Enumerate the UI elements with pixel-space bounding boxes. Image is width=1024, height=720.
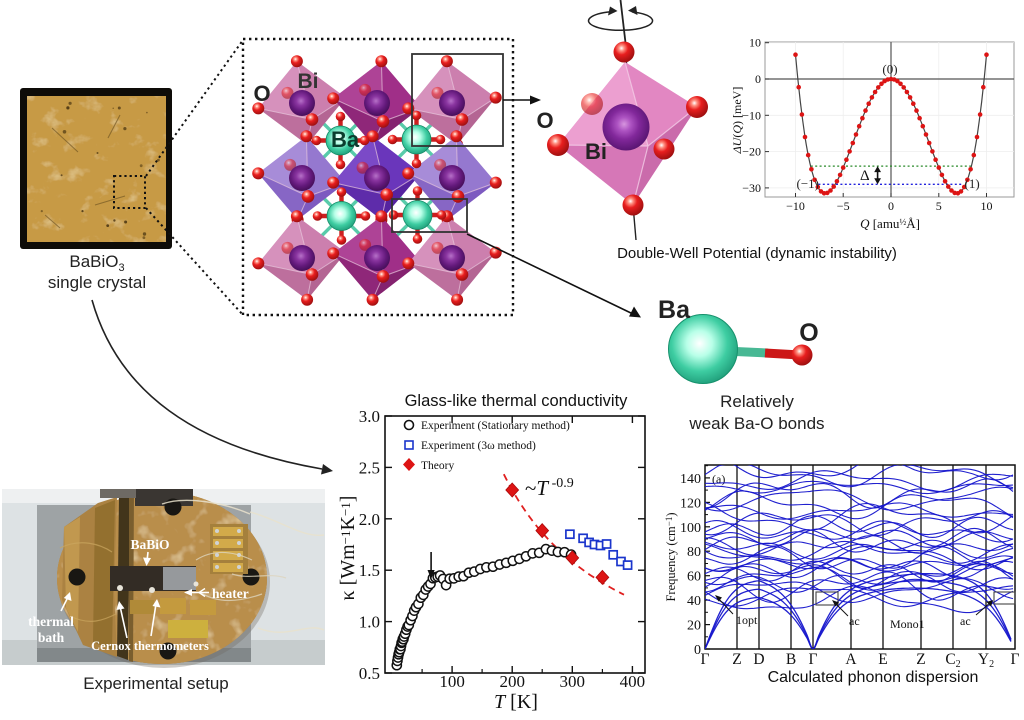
svg-text:Relatively: Relatively: [720, 392, 794, 411]
svg-text:Mono1: Mono1: [890, 617, 925, 631]
svg-text:140: 140: [680, 472, 701, 487]
svg-text:(0): (0): [882, 62, 897, 77]
svg-text:A: A: [845, 651, 857, 668]
svg-text:120: 120: [680, 496, 701, 511]
svg-text:60: 60: [687, 570, 701, 585]
svg-text:ac: ac: [960, 614, 971, 628]
svg-text:ac: ac: [849, 614, 860, 628]
svg-text:Z: Z: [916, 651, 925, 668]
svg-text:C2: C2: [945, 651, 960, 670]
svg-text:Cernox thermometers: Cernox thermometers: [91, 639, 209, 653]
svg-text:−30: −30: [742, 181, 761, 195]
svg-text:O: O: [536, 108, 553, 133]
svg-text:Γ: Γ: [809, 651, 818, 668]
svg-text:10: 10: [981, 199, 993, 213]
svg-text:Ba: Ba: [658, 296, 691, 324]
svg-text:Double-Well Potential (dynamic: Double-Well Potential (dynamic instabili…: [617, 245, 897, 262]
svg-text:(−1): (−1): [797, 176, 820, 191]
svg-text:−20: −20: [742, 145, 761, 159]
svg-text:1.0: 1.0: [359, 613, 380, 632]
svg-text:2.5: 2.5: [359, 458, 380, 477]
svg-text:Ba: Ba: [331, 127, 360, 152]
svg-text:weak Ba-O bonds: weak Ba-O bonds: [688, 414, 824, 433]
svg-text:Glass-like thermal conductivit: Glass-like thermal conductivity: [405, 392, 629, 410]
svg-text:2.0: 2.0: [359, 510, 380, 529]
svg-text:E: E: [878, 651, 887, 668]
svg-text:O: O: [799, 319, 818, 347]
svg-text:0: 0: [888, 199, 894, 213]
svg-text:40: 40: [687, 594, 701, 609]
svg-text:400: 400: [620, 672, 646, 691]
svg-text:100: 100: [439, 672, 465, 691]
svg-text:0.5: 0.5: [359, 664, 380, 683]
svg-text:Theory: Theory: [421, 460, 454, 472]
svg-text:single crystal: single crystal: [48, 273, 146, 292]
svg-text:bath: bath: [38, 630, 65, 645]
svg-text:1opt: 1opt: [736, 613, 758, 627]
svg-text:BaBiO: BaBiO: [130, 537, 169, 552]
svg-text:Γ: Γ: [701, 651, 710, 668]
svg-text:Experimental setup: Experimental setup: [83, 674, 229, 693]
svg-text:T [K]: T [K]: [494, 691, 538, 713]
svg-text:B: B: [786, 651, 796, 668]
svg-text:Calculated phonon dispersion: Calculated phonon dispersion: [768, 669, 979, 686]
svg-text:300: 300: [560, 672, 586, 691]
svg-text:−10: −10: [742, 108, 761, 122]
svg-text:Δ: Δ: [860, 168, 870, 184]
svg-text:Γ: Γ: [1011, 651, 1020, 668]
svg-text:thermal: thermal: [28, 614, 74, 629]
svg-text:10: 10: [749, 36, 761, 50]
svg-text:heater: heater: [212, 586, 249, 601]
svg-text:20: 20: [687, 619, 701, 634]
svg-text:Frequency (cm−1): Frequency (cm−1): [664, 512, 678, 601]
svg-text:D: D: [753, 651, 764, 668]
svg-text:Bi: Bi: [298, 70, 319, 93]
svg-text:ΔU(Q) [meV]: ΔU(Q) [meV]: [730, 87, 744, 155]
svg-text:Bi: Bi: [585, 139, 607, 164]
svg-text:−5: −5: [837, 199, 850, 213]
svg-text:100: 100: [680, 521, 701, 536]
svg-text:3.0: 3.0: [359, 407, 380, 426]
svg-text:Z: Z: [732, 651, 741, 668]
svg-text:80: 80: [687, 545, 701, 560]
svg-text:0: 0: [694, 643, 701, 658]
svg-text:−10: −10: [786, 199, 805, 213]
svg-text:5: 5: [936, 199, 942, 213]
svg-text:Q [amu½Å]: Q [amu½Å]: [860, 216, 920, 231]
svg-text:Y2: Y2: [978, 651, 994, 670]
svg-text:(a): (a): [712, 472, 725, 486]
svg-text:Experiment (Stationary method): Experiment (Stationary method): [421, 420, 570, 432]
svg-text:Experiment (3ω method): Experiment (3ω method): [421, 440, 536, 452]
svg-text:(1): (1): [965, 176, 980, 191]
svg-text:BaBiO3: BaBiO3: [69, 252, 124, 274]
svg-text:200: 200: [499, 672, 525, 691]
svg-text:0: 0: [755, 72, 761, 86]
svg-text:κ [Wm−1K−1]: κ [Wm−1K−1]: [337, 496, 359, 601]
svg-text:O: O: [253, 81, 270, 106]
svg-text:1.5: 1.5: [359, 561, 380, 580]
